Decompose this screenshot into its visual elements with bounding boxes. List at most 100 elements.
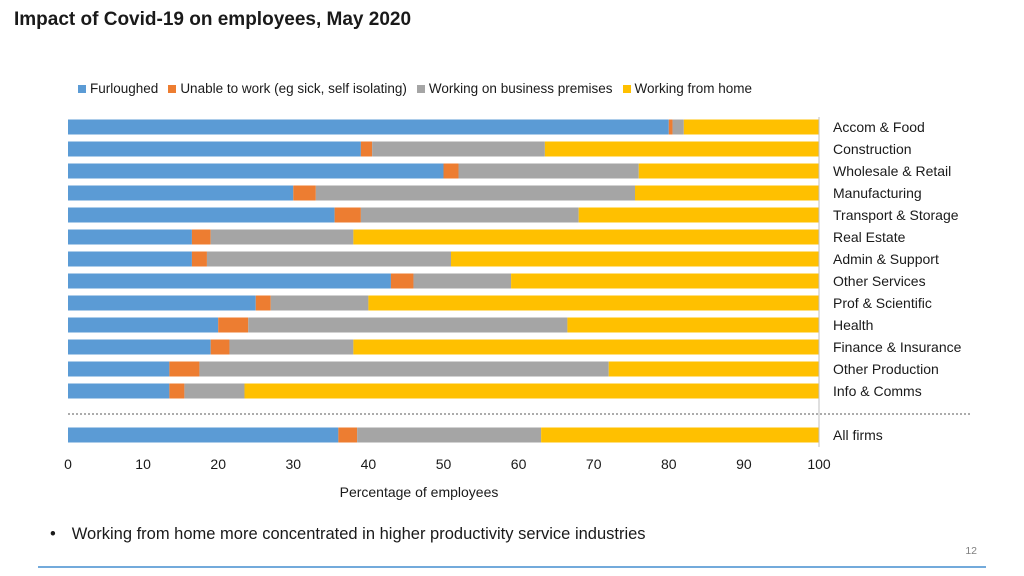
x-tick-label: 70 bbox=[586, 456, 602, 472]
bar-segment-2 bbox=[210, 229, 354, 245]
x-tick-label: 50 bbox=[436, 456, 452, 472]
bar-segment-2 bbox=[184, 383, 245, 399]
legend-swatch bbox=[622, 84, 631, 93]
x-tick-label: 20 bbox=[210, 456, 226, 472]
bar-segment-0 bbox=[68, 295, 256, 311]
legend-label: Working from home bbox=[634, 81, 753, 96]
bar-segment-0 bbox=[68, 273, 391, 289]
x-tick-label: 90 bbox=[736, 456, 752, 472]
category-label: Info & Comms bbox=[833, 383, 922, 399]
x-tick-label: 80 bbox=[661, 456, 677, 472]
bar-segment-1 bbox=[191, 229, 211, 245]
bar-segment-2 bbox=[413, 273, 512, 289]
category-label: Admin & Support bbox=[833, 251, 939, 267]
bar-segment-3 bbox=[541, 427, 819, 443]
bar-segment-1 bbox=[668, 119, 673, 135]
bar-segment-3 bbox=[638, 163, 819, 179]
category-label: Other Services bbox=[833, 273, 926, 289]
x-axis-label: Percentage of employees bbox=[340, 484, 499, 500]
bar-segment-0 bbox=[68, 251, 192, 267]
bar-segment-1 bbox=[218, 317, 249, 333]
bar-segment-3 bbox=[608, 361, 819, 377]
bar-segment-0 bbox=[68, 119, 669, 135]
bar-segment-2 bbox=[360, 207, 579, 223]
bar-segment-1 bbox=[360, 141, 373, 157]
bar-segment-3 bbox=[578, 207, 819, 223]
legend-label: Unable to work (eg sick, self isolating) bbox=[180, 81, 407, 96]
category-label: Accom & Food bbox=[833, 119, 925, 135]
bar-segment-1 bbox=[334, 207, 361, 223]
chart-title: Impact of Covid-19 on employees, May 202… bbox=[14, 9, 412, 30]
x-tick-label: 10 bbox=[135, 456, 151, 472]
stacked-bar-chart: Accom & Food Construction Wholesale & Reta… bbox=[64, 117, 971, 500]
bar-segment-1 bbox=[169, 383, 185, 399]
bar-segment-1 bbox=[338, 427, 358, 443]
category-label: Other Production bbox=[833, 361, 939, 377]
bullet-icon: • bbox=[50, 525, 56, 543]
category-label: Health bbox=[833, 317, 873, 333]
bar-segment-1 bbox=[390, 273, 414, 289]
bar-segment-1 bbox=[191, 251, 207, 267]
category-label: Prof & Scientific bbox=[833, 295, 932, 311]
bar-segment-1 bbox=[443, 163, 459, 179]
bar-segment-1 bbox=[255, 295, 271, 311]
footer-divider bbox=[38, 566, 986, 568]
chart-legend: Furloughed Unable to work (eg sick, self… bbox=[78, 81, 752, 96]
category-label: Manufacturing bbox=[833, 185, 922, 201]
bar-segment-2 bbox=[270, 295, 369, 311]
bar-segment-0 bbox=[68, 163, 444, 179]
bar-segment-0 bbox=[68, 339, 211, 355]
bar-segment-0 bbox=[68, 383, 170, 399]
bar-segment-0 bbox=[68, 361, 170, 377]
category-label: Construction bbox=[833, 141, 912, 157]
bullet-text: Working from home more concentrated in h… bbox=[71, 525, 646, 543]
category-label: Finance & Insurance bbox=[833, 339, 962, 355]
bar-segment-0 bbox=[68, 207, 335, 223]
category-label: Real Estate bbox=[833, 229, 906, 245]
bar-segment-0 bbox=[68, 317, 219, 333]
x-tick-label: 40 bbox=[361, 456, 377, 472]
x-tick-label: 0 bbox=[64, 456, 72, 472]
bar-segment-2 bbox=[372, 141, 545, 157]
bar-segment-3 bbox=[635, 185, 819, 201]
bar-segment-2 bbox=[357, 427, 542, 443]
bar-segment-2 bbox=[672, 119, 684, 135]
bar-segment-2 bbox=[199, 361, 609, 377]
bar-segment-0 bbox=[68, 427, 339, 443]
bar-segment-3 bbox=[511, 273, 819, 289]
legend-swatch bbox=[416, 84, 425, 93]
legend-swatch bbox=[78, 84, 86, 93]
bar-segment-3 bbox=[683, 119, 819, 135]
legend-item-furloughed: Furloughed bbox=[78, 81, 158, 96]
bar-segment-3 bbox=[244, 383, 820, 399]
legend-swatch bbox=[168, 84, 177, 93]
x-tick-label: 100 bbox=[807, 456, 831, 472]
category-label: Wholesale & Retail bbox=[833, 163, 951, 179]
category-label: Transport & Storage bbox=[833, 207, 959, 223]
legend-label: Furloughed bbox=[90, 81, 159, 96]
bar-segment-3 bbox=[353, 339, 819, 355]
bar-segment-2 bbox=[206, 251, 452, 267]
legend-label: Working on business premises bbox=[428, 81, 613, 96]
bar-segment-3 bbox=[451, 251, 819, 267]
bar-segment-2 bbox=[458, 163, 639, 179]
x-tick-label: 30 bbox=[286, 456, 302, 472]
bar-segment-1 bbox=[293, 185, 316, 201]
bar-segment-2 bbox=[248, 317, 568, 333]
bar-segment-3 bbox=[368, 295, 819, 311]
legend-item-unable-to-work: Unable to work (eg sick, self isolating) bbox=[168, 81, 407, 96]
x-tick-label: 60 bbox=[511, 456, 527, 472]
bar-segment-0 bbox=[68, 185, 294, 201]
bar-segment-3 bbox=[353, 229, 819, 245]
bar-segment-0 bbox=[68, 141, 361, 157]
legend-item-working-from-home: Working from home bbox=[622, 81, 753, 96]
bar-segment-1 bbox=[169, 361, 200, 377]
legend-item-business-premises: Working on business premises bbox=[416, 81, 613, 96]
bar-segment-2 bbox=[229, 339, 354, 355]
category-label: All firms bbox=[833, 427, 883, 443]
bar-segment-1 bbox=[210, 339, 230, 355]
bar-segment-2 bbox=[315, 185, 636, 201]
bullet-point: • Working from home more concentrated in… bbox=[50, 525, 646, 544]
page-number: 12 bbox=[965, 545, 977, 557]
bar-segment-0 bbox=[68, 229, 192, 245]
